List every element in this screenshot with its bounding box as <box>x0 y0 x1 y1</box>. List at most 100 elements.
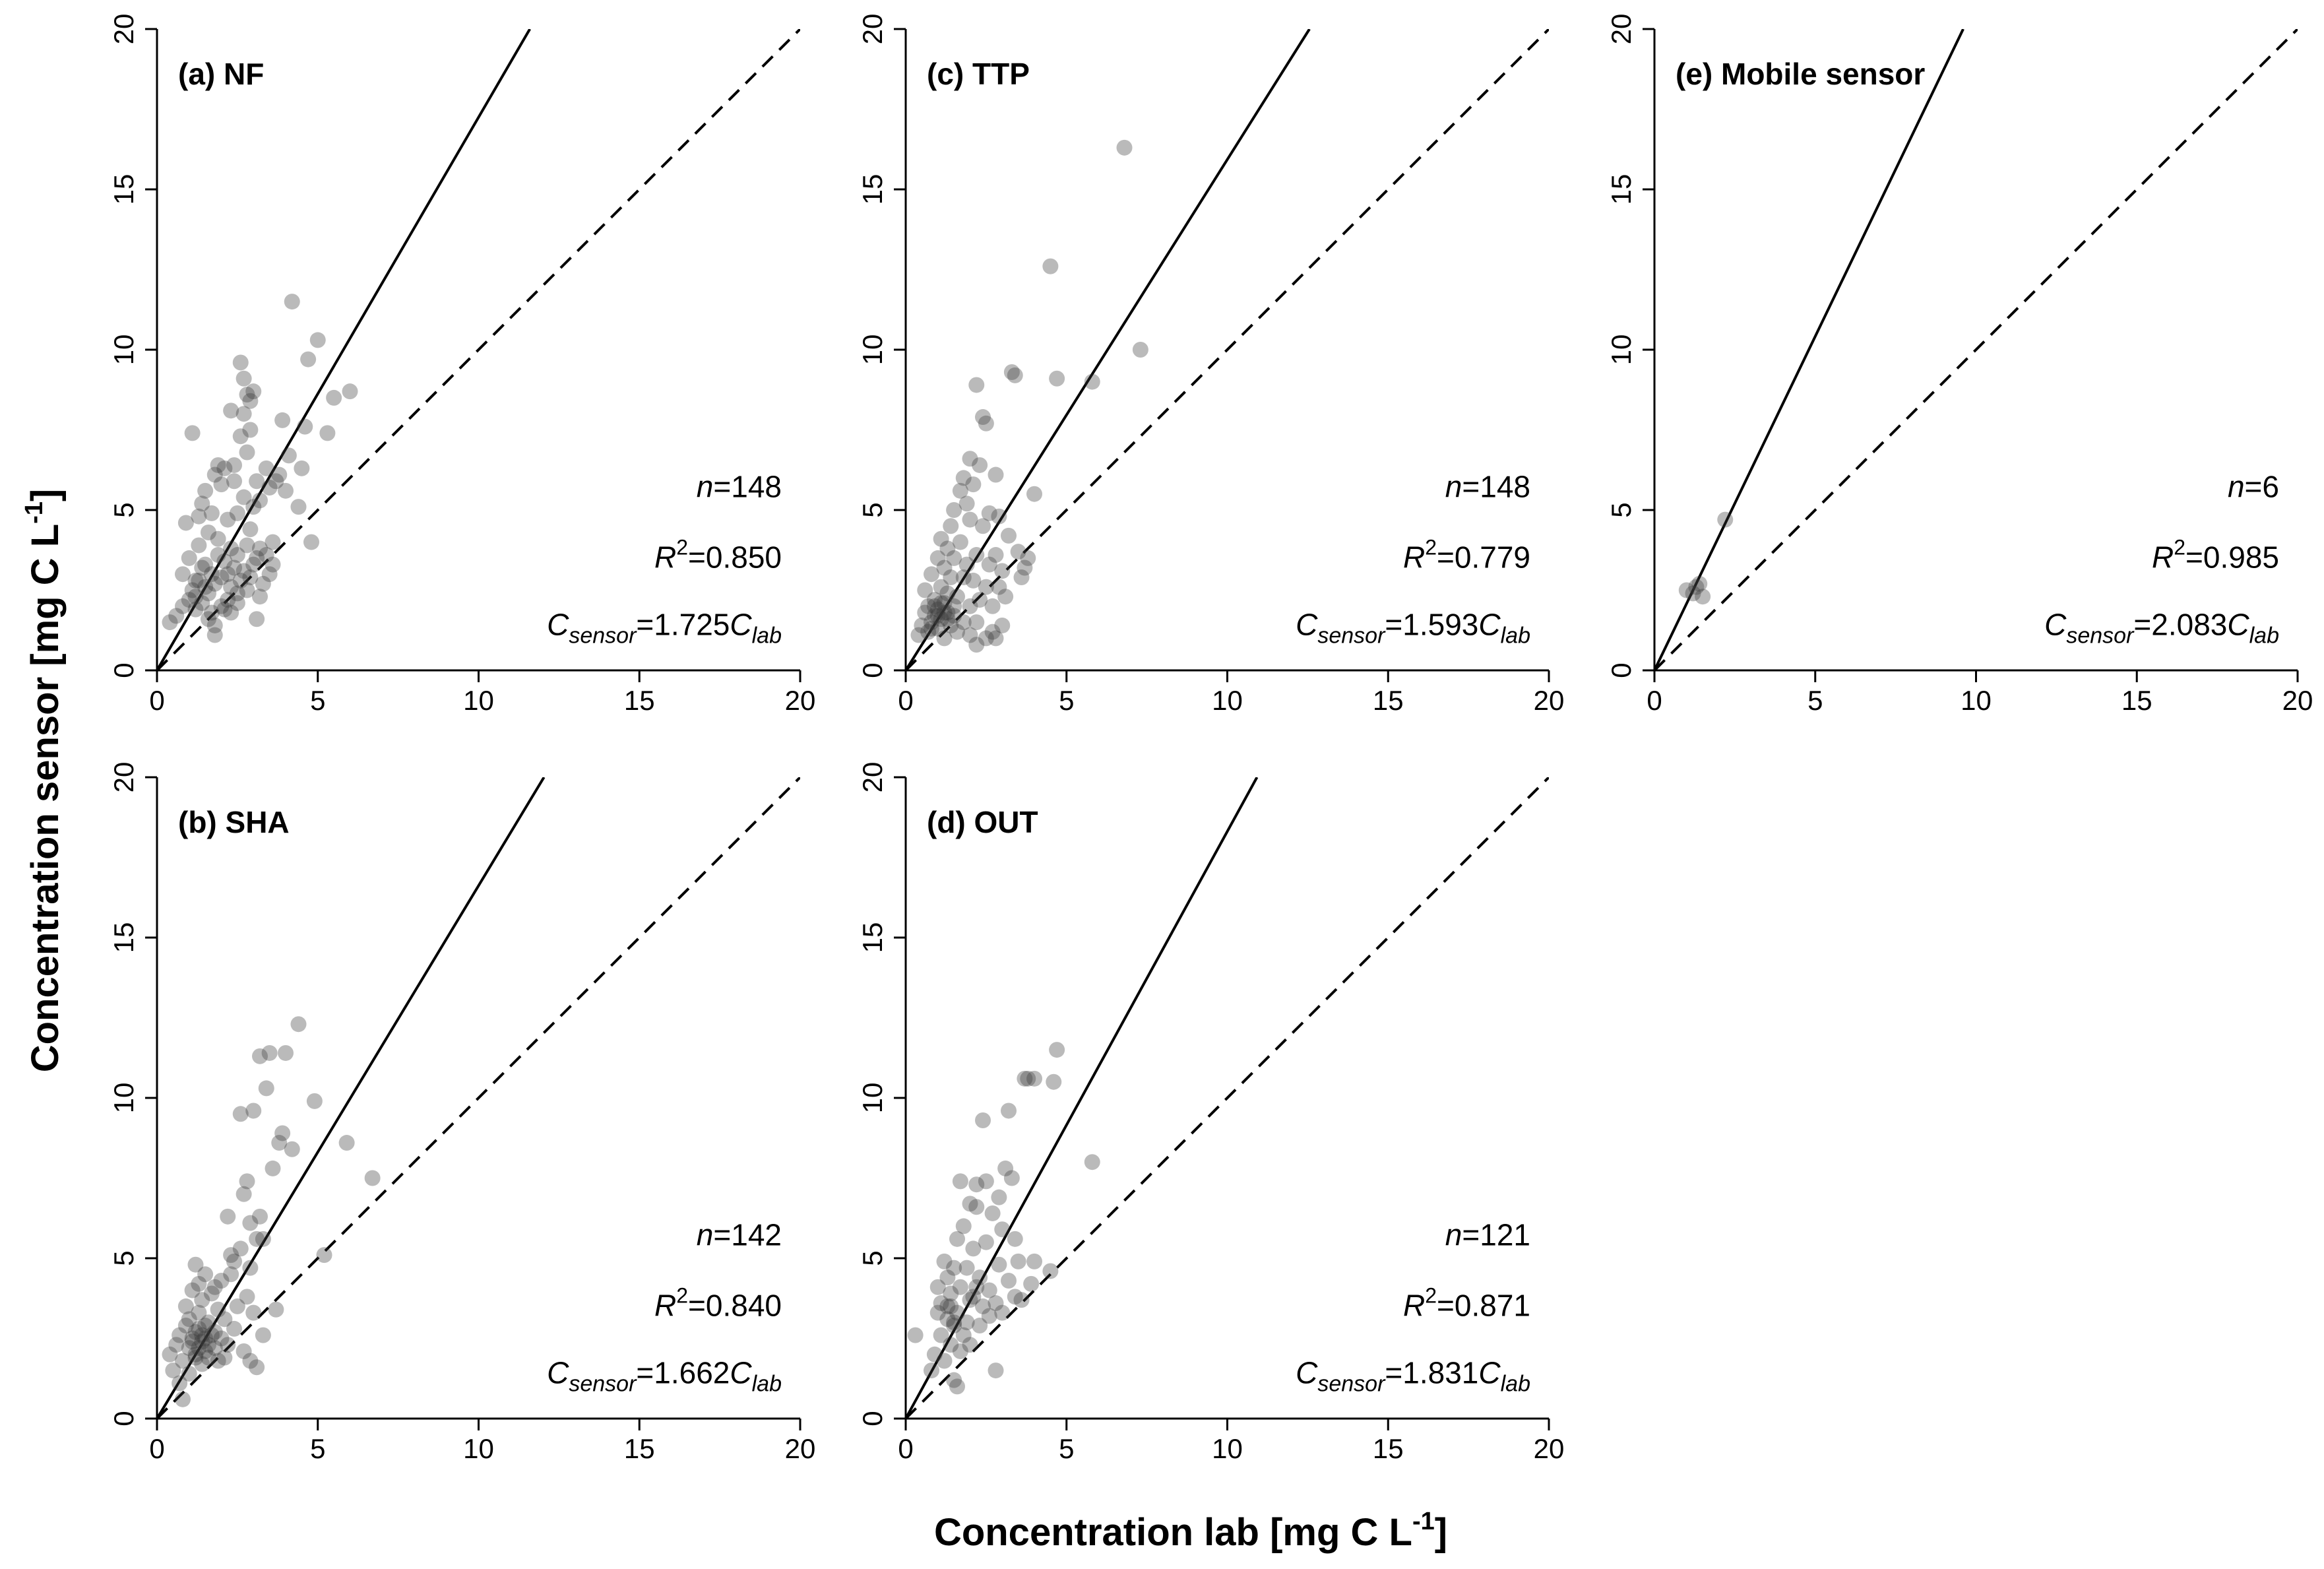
data-point <box>306 1093 323 1109</box>
panel-e: 0 5 10 15 20 0 5 10 15 20 (e) Mobile sensor n=6 R2=0… <box>1606 14 2313 716</box>
data-point <box>936 1253 953 1269</box>
y-axis-title-end: ] <box>24 489 67 501</box>
data-point <box>958 496 975 512</box>
data-point <box>284 1141 300 1157</box>
data-point <box>981 1308 997 1324</box>
data-point <box>245 1103 262 1119</box>
annotation-r2-value: =0.840 <box>688 1288 782 1322</box>
data-points <box>1678 511 1734 605</box>
data-point <box>197 579 214 595</box>
data-point <box>968 1176 985 1193</box>
annotation-r2-sup: 2 <box>676 535 688 559</box>
data-point <box>249 611 265 627</box>
data-point <box>165 1362 181 1379</box>
data-point <box>1026 1253 1042 1269</box>
data-point <box>952 534 968 550</box>
x-tick-label: 5 <box>1807 685 1823 716</box>
reference-lines <box>906 29 1549 670</box>
y-tick-label: 20 <box>857 762 888 793</box>
data-point <box>991 508 1007 525</box>
x-tick-label: 5 <box>1059 685 1074 716</box>
data-point <box>1049 370 1065 387</box>
data-point <box>181 1340 197 1357</box>
x-tick-label: 15 <box>2121 685 2152 716</box>
annotation-eq-c-lab: C <box>1478 1356 1501 1390</box>
annotation-eq-c: C <box>547 608 569 642</box>
data-points <box>162 1016 381 1407</box>
data-point <box>194 560 210 576</box>
data-point <box>252 492 268 509</box>
data-point <box>258 547 274 563</box>
data-point <box>239 444 255 461</box>
data-point <box>984 1205 1001 1221</box>
annotation-eq-sub-lab: lab <box>752 624 782 649</box>
data-point <box>271 466 288 483</box>
data-point <box>252 1208 268 1225</box>
data-point <box>226 560 242 576</box>
data-point <box>172 1327 188 1343</box>
data-point <box>946 1318 962 1334</box>
data-point <box>988 547 1004 563</box>
data-point <box>175 1391 191 1407</box>
annotation-n-value: =148 <box>1462 470 1530 504</box>
data-point <box>1023 1275 1040 1292</box>
data-point <box>197 556 214 573</box>
data-point <box>191 572 207 589</box>
data-point <box>197 1266 214 1283</box>
data-point <box>936 594 953 611</box>
y-tick-label: 15 <box>108 922 139 953</box>
data-point <box>177 1298 194 1314</box>
panel-title: (a) NF <box>178 57 264 91</box>
data-point <box>929 608 946 624</box>
annotation-eq-sub-sensor: sensor <box>1317 1372 1386 1397</box>
x-tick-label: 20 <box>785 1433 816 1464</box>
data-point <box>943 518 959 534</box>
data-point <box>239 582 255 598</box>
data-point <box>939 540 956 557</box>
x-tick-label: 20 <box>2282 685 2313 716</box>
data-point <box>991 1189 1007 1205</box>
data-point <box>952 1279 968 1295</box>
data-point <box>965 1289 982 1305</box>
data-point <box>978 415 994 432</box>
data-point <box>261 479 278 496</box>
data-point <box>197 482 214 499</box>
data-point <box>203 1285 220 1302</box>
annotation-eq-slope: =1.593 <box>1385 608 1478 642</box>
data-point <box>1688 579 1705 595</box>
y-tick-label: 0 <box>857 662 888 678</box>
data-point <box>988 1362 1004 1379</box>
data-point <box>972 457 988 473</box>
data-point <box>926 1346 943 1362</box>
data-point <box>981 556 997 573</box>
data-point <box>187 601 204 618</box>
data-point <box>939 611 956 627</box>
x-tick-label: 10 <box>463 1433 494 1464</box>
data-point <box>968 547 985 563</box>
data-point <box>201 585 216 602</box>
data-point <box>210 1353 226 1369</box>
data-point <box>1020 1070 1036 1087</box>
data-point <box>216 553 233 569</box>
x-axis-title-sup: -1 <box>1412 1508 1435 1535</box>
x-tick-label: 0 <box>898 685 913 716</box>
data-point <box>236 1343 252 1359</box>
data-point <box>933 579 949 595</box>
data-point <box>168 1337 185 1353</box>
annotation-eq-c-lab: C <box>730 1356 752 1390</box>
data-point <box>939 1269 956 1286</box>
data-point <box>258 460 274 476</box>
data-point <box>181 592 197 608</box>
data-point <box>936 630 953 647</box>
annotation-eq-c: C <box>2044 608 2067 642</box>
data-point <box>229 505 245 521</box>
data-point <box>187 1256 204 1273</box>
data-point <box>949 624 965 640</box>
data-point <box>965 476 982 493</box>
data-point <box>220 566 236 583</box>
data-point <box>955 1327 972 1343</box>
data-point <box>184 425 201 441</box>
data-point <box>962 627 978 643</box>
data-point <box>978 630 994 647</box>
data-point <box>245 383 262 400</box>
